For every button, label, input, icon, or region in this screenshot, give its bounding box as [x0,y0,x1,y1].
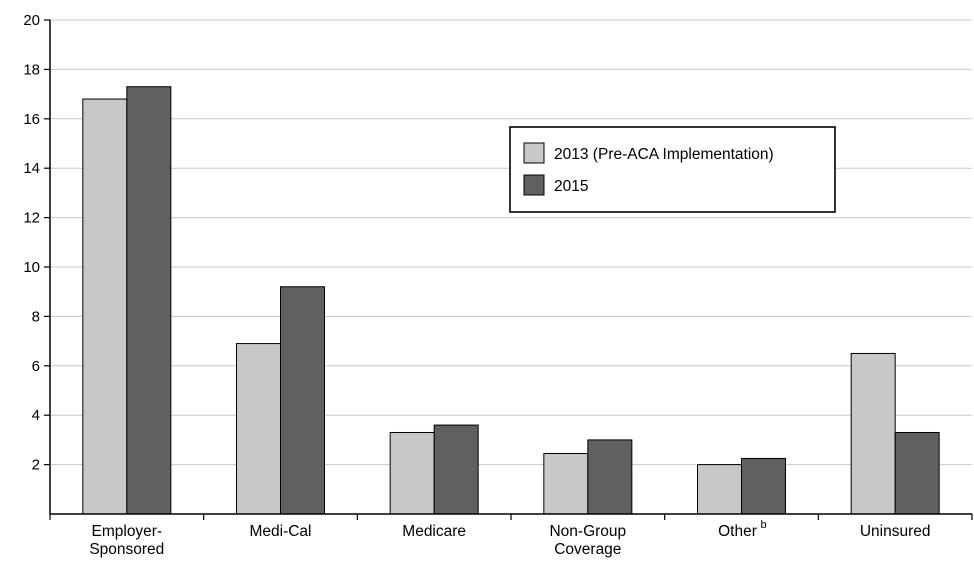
bar-2013-2 [389,431,435,515]
axes [49,20,973,520]
y-tick-label: 6 [32,358,40,375]
bar-2015-5 [894,431,940,515]
legend-swatch [523,142,545,164]
category-superscript: b [761,519,767,531]
legend-box [509,126,836,213]
bar-2013-0 [82,98,128,515]
bar-2015-3 [587,439,633,515]
bar-2013-4 [697,464,742,515]
legend-label: 2015 [554,178,588,195]
gridlines [50,19,972,466]
y-tick-label: 18 [23,61,40,78]
legend-swatch [523,174,545,196]
bar-2013-3 [543,452,589,515]
y-tick-label: 4 [32,407,40,424]
bar-2015-2 [433,424,479,515]
x-category-label: Sponsored [89,541,164,558]
x-category-label: Non-Group [549,523,626,540]
x-category-label: Coverage [554,541,621,558]
legend: 2013 (Pre-ACA Implementation) 2015 [509,126,836,213]
bar-2013-5 [850,352,896,515]
y-axis-ticks: 2 4 6 8 10 12 14 16 18 20 [23,12,50,474]
x-category-label: Medi-Cal [249,523,311,540]
y-tick-label: 14 [23,160,40,177]
x-category-label: Employer- [92,523,163,540]
x-category-label: Uninsured [860,523,931,540]
y-tick-label: 12 [23,210,40,227]
legend-label: 2013 (Pre-ACA Implementation) [554,146,774,163]
y-tick-label: 2 [32,457,40,474]
bar-2015-0 [126,86,172,515]
y-tick-label: 20 [23,12,40,29]
bar-2015-1 [280,286,325,515]
y-tick-label: 16 [23,111,40,128]
x-category-label: Other [718,523,757,540]
x-axis-labels: Employer-Sponsored Medi-Cal Medicare Non-Gr… [89,519,930,558]
bar-2013-1 [236,343,281,515]
x-category-label: Medicare [402,523,466,540]
y-tick-label: 8 [32,308,40,325]
bar-2015-4 [741,457,786,515]
y-tick-label: 10 [23,259,40,276]
